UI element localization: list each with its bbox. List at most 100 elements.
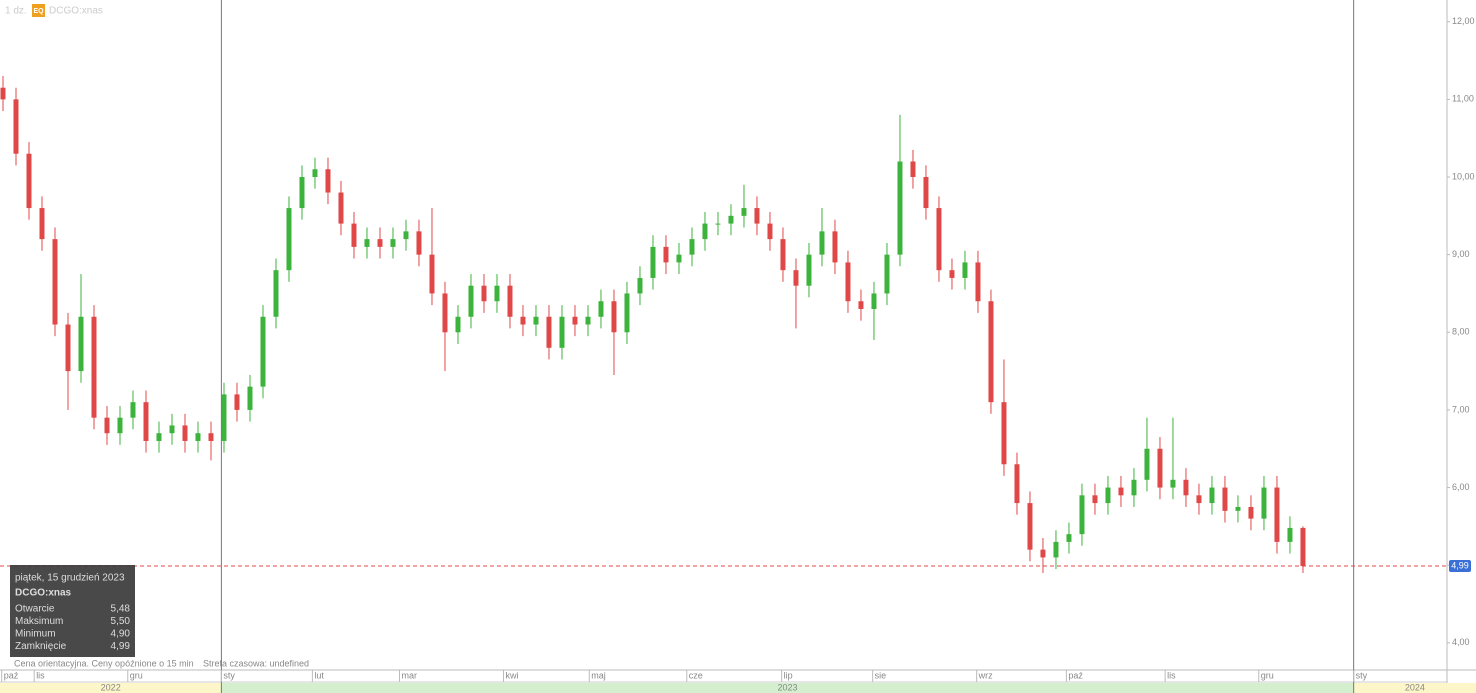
candle-body bbox=[507, 285, 513, 317]
candle-body bbox=[845, 262, 851, 302]
candle-body bbox=[858, 301, 864, 309]
tooltip-row-value: 5,50 bbox=[111, 616, 131, 627]
y-tick-label: 6,00 bbox=[1452, 482, 1470, 492]
candle-body bbox=[403, 231, 409, 240]
candle-body bbox=[975, 262, 981, 302]
candle-body bbox=[546, 316, 552, 348]
candle-body bbox=[728, 215, 734, 224]
candle-body bbox=[104, 417, 110, 434]
y-tick-label: 10,00 bbox=[1452, 171, 1475, 181]
candle-body bbox=[1209, 487, 1215, 504]
candle-body bbox=[442, 293, 448, 333]
candle-body bbox=[949, 270, 955, 278]
tooltip-date: piątek, 15 grudzień 2023 bbox=[15, 573, 125, 584]
candle-body bbox=[0, 87, 6, 100]
timezone: Strefa czasowa: undefined bbox=[203, 658, 309, 668]
x-tick-label: sty bbox=[1356, 670, 1368, 680]
candle-body bbox=[481, 285, 487, 302]
x-tick-label: maj bbox=[591, 670, 606, 680]
candle-body bbox=[1040, 549, 1046, 558]
x-tick-label: wrz bbox=[978, 670, 993, 680]
candle-body bbox=[65, 324, 71, 372]
candle-body bbox=[455, 316, 461, 333]
candle-body bbox=[936, 208, 942, 271]
candle-body bbox=[806, 254, 812, 286]
candle-body bbox=[312, 169, 318, 178]
y-tick-label: 12,00 bbox=[1452, 16, 1475, 26]
candle-body bbox=[1131, 479, 1137, 496]
candle-body bbox=[78, 316, 84, 372]
candle-body bbox=[988, 301, 994, 403]
last-price-tag bbox=[1449, 559, 1471, 572]
year-band bbox=[0, 683, 222, 693]
tooltip-row-value: 5,48 bbox=[111, 604, 131, 615]
candle-body bbox=[1248, 506, 1254, 519]
x-tick-label: lut bbox=[314, 670, 324, 680]
candle-body bbox=[637, 277, 643, 294]
candle-body bbox=[195, 433, 201, 441]
y-tick-label: 7,00 bbox=[1452, 404, 1470, 414]
candle-body bbox=[767, 223, 773, 240]
candle-body bbox=[494, 285, 500, 302]
tooltip-bg bbox=[10, 565, 135, 657]
candle-body bbox=[286, 208, 292, 271]
tooltip-row-label: Minimum bbox=[15, 629, 56, 640]
candle-body bbox=[1118, 487, 1124, 496]
tooltip-row-label: Otwarcie bbox=[15, 604, 55, 615]
candle-body bbox=[520, 316, 526, 325]
year-band bbox=[1353, 683, 1476, 693]
candle-body bbox=[1157, 448, 1163, 488]
tooltip: piątek, 15 grudzień 2023 DCGO:xnas Otwarci… bbox=[10, 565, 135, 657]
candle-body bbox=[325, 169, 331, 193]
x-tick-label: lip bbox=[784, 670, 793, 680]
candle-body bbox=[1196, 495, 1202, 504]
candle-body bbox=[754, 208, 760, 224]
x-tick-label: kwi bbox=[505, 670, 518, 680]
candle-body bbox=[299, 177, 305, 209]
candle-body bbox=[1144, 448, 1150, 480]
candle-body bbox=[819, 231, 825, 255]
candle-body bbox=[871, 293, 877, 309]
candle-body bbox=[572, 316, 578, 325]
candle-body bbox=[247, 386, 253, 410]
candle-body bbox=[676, 254, 682, 263]
candle-body bbox=[377, 239, 383, 247]
candle-body bbox=[715, 223, 721, 225]
last-price-label: 4,99 bbox=[1451, 560, 1469, 570]
x-tick-label: sty bbox=[223, 670, 235, 680]
candle-body bbox=[598, 301, 604, 317]
candle-body bbox=[416, 231, 422, 255]
candle-body bbox=[650, 246, 656, 278]
x-tick-label: paź bbox=[4, 670, 19, 680]
tooltip-row-label: Zamknięcie bbox=[15, 641, 67, 652]
candle-body bbox=[338, 192, 344, 224]
candle-body bbox=[221, 394, 227, 441]
candle-body bbox=[1079, 495, 1085, 535]
candle-body bbox=[702, 223, 708, 240]
badge: EQ bbox=[33, 8, 44, 15]
candle-body bbox=[1066, 534, 1072, 542]
x-tick-label: cze bbox=[689, 670, 703, 680]
candle-body bbox=[1092, 495, 1098, 504]
candle-body bbox=[208, 433, 214, 441]
candle-body bbox=[234, 394, 240, 410]
x-tick-label: lis bbox=[1167, 670, 1176, 680]
candle-body bbox=[663, 246, 669, 263]
candle-body bbox=[1027, 503, 1033, 550]
candle-body bbox=[910, 161, 916, 178]
candle-body bbox=[1105, 487, 1111, 504]
candle-body bbox=[741, 208, 747, 216]
x-tick-label: mar bbox=[401, 670, 417, 680]
candle-body bbox=[1287, 527, 1293, 542]
y-tick-label: 9,00 bbox=[1452, 249, 1470, 259]
x-tick-label: lis bbox=[36, 670, 45, 680]
tooltip-symbol: DCGO:xnas bbox=[15, 588, 72, 599]
candle-body bbox=[1183, 479, 1189, 496]
candle-body bbox=[429, 254, 435, 294]
candle-body bbox=[780, 239, 786, 271]
candle-body bbox=[1274, 487, 1280, 542]
year-label: 2022 bbox=[101, 682, 121, 692]
year-label: 2024 bbox=[1405, 682, 1425, 692]
